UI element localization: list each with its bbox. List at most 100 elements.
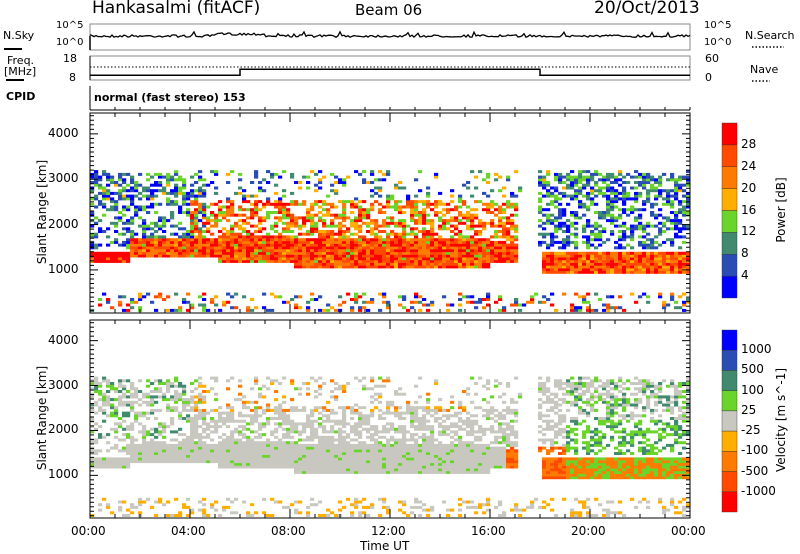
power-cell xyxy=(314,183,319,187)
power-cell xyxy=(606,208,611,212)
power-cell xyxy=(250,202,255,206)
power-cell xyxy=(198,254,203,258)
power-cell xyxy=(482,249,487,253)
power-cell xyxy=(450,259,455,263)
power-cell xyxy=(354,224,359,228)
power-cell xyxy=(678,306,683,310)
power-cell xyxy=(430,238,435,242)
power-cell xyxy=(634,251,639,255)
power-cell xyxy=(314,221,319,225)
power-cell xyxy=(686,175,691,179)
power-cell xyxy=(654,186,659,190)
power-cell xyxy=(342,246,347,250)
velocity-cell xyxy=(118,390,123,393)
power-cell xyxy=(650,268,655,272)
velocity-cell xyxy=(118,465,123,469)
power-cell xyxy=(198,227,203,231)
power-cell xyxy=(610,213,615,217)
power-cell xyxy=(166,240,171,244)
velocity-cell xyxy=(230,462,235,466)
power-cell xyxy=(270,251,275,255)
power-cell xyxy=(322,251,327,255)
velocity-cell xyxy=(282,465,287,469)
power-cell xyxy=(594,189,599,193)
power-cell xyxy=(326,235,331,239)
power-cell xyxy=(554,268,559,272)
power-cell xyxy=(362,254,367,258)
power-cell xyxy=(670,238,675,242)
power-cell xyxy=(586,183,591,187)
power-cell xyxy=(614,197,619,201)
power-cell xyxy=(658,175,663,179)
power-cell xyxy=(678,246,683,250)
velocity-cell xyxy=(226,417,231,420)
velocity-cell xyxy=(274,390,279,393)
power-cell xyxy=(414,254,419,258)
power-cell xyxy=(638,227,643,231)
power-cell xyxy=(430,243,435,247)
velocity-cell xyxy=(154,427,159,431)
velocity-cell xyxy=(370,379,375,383)
power-cell xyxy=(486,292,491,296)
power-cell xyxy=(194,197,199,201)
power-cell xyxy=(438,246,443,250)
velocity-cell xyxy=(226,403,231,407)
freq-panel-frame xyxy=(89,55,691,81)
power-cell xyxy=(278,208,283,212)
power-cell xyxy=(326,308,331,312)
power-cell xyxy=(262,254,267,258)
power-cell xyxy=(270,246,275,250)
power-cell xyxy=(498,308,503,312)
velocity-cell xyxy=(226,435,231,439)
velocity-cell xyxy=(126,425,131,429)
velocity-cell xyxy=(334,430,339,434)
power-cell xyxy=(174,191,179,195)
power-cell xyxy=(462,200,467,204)
velocity-cell xyxy=(222,441,227,445)
velocity-cell xyxy=(310,452,315,455)
power-cell xyxy=(174,308,179,312)
power-cell xyxy=(282,213,287,217)
velocity-cell xyxy=(258,446,263,450)
power-cell xyxy=(670,268,675,272)
velocity-cell xyxy=(102,398,107,402)
power-cell xyxy=(490,189,495,193)
power-cell xyxy=(558,254,563,258)
power-cell xyxy=(222,257,227,261)
power-cell xyxy=(574,251,579,255)
power-cell xyxy=(190,240,195,244)
power-cell xyxy=(386,197,391,201)
velocity-cell xyxy=(206,390,211,393)
power-cell xyxy=(142,238,147,242)
velocity-cell xyxy=(94,460,99,464)
velocity-cell xyxy=(130,505,135,509)
velocity-cell xyxy=(362,406,367,410)
power-cell xyxy=(206,205,211,209)
power-cell xyxy=(598,259,603,263)
velocity-cell xyxy=(202,414,207,418)
power-cell xyxy=(386,216,391,220)
power-cell xyxy=(590,191,595,195)
velocity-cell xyxy=(290,454,295,458)
power-cell xyxy=(286,259,291,263)
velocity-cell xyxy=(90,457,95,461)
power-cell xyxy=(682,211,687,214)
velocity-cell xyxy=(374,449,379,453)
power-cell xyxy=(482,191,487,195)
velocity-cell xyxy=(154,400,159,404)
power-cell xyxy=(350,259,355,263)
power-cell xyxy=(422,200,427,204)
power-cell xyxy=(342,181,347,184)
power-cell xyxy=(94,221,99,225)
velocity-cell xyxy=(326,462,331,466)
power-cell xyxy=(198,243,203,247)
power-cell xyxy=(478,170,483,174)
velocity-cell xyxy=(318,462,323,466)
power-cell xyxy=(510,259,515,263)
velocity-cell xyxy=(338,446,343,450)
velocity-cell xyxy=(138,452,143,455)
velocity-cell xyxy=(230,460,235,464)
power-cell xyxy=(510,240,515,244)
power-cell xyxy=(102,189,107,193)
velocity-cell xyxy=(98,462,103,466)
